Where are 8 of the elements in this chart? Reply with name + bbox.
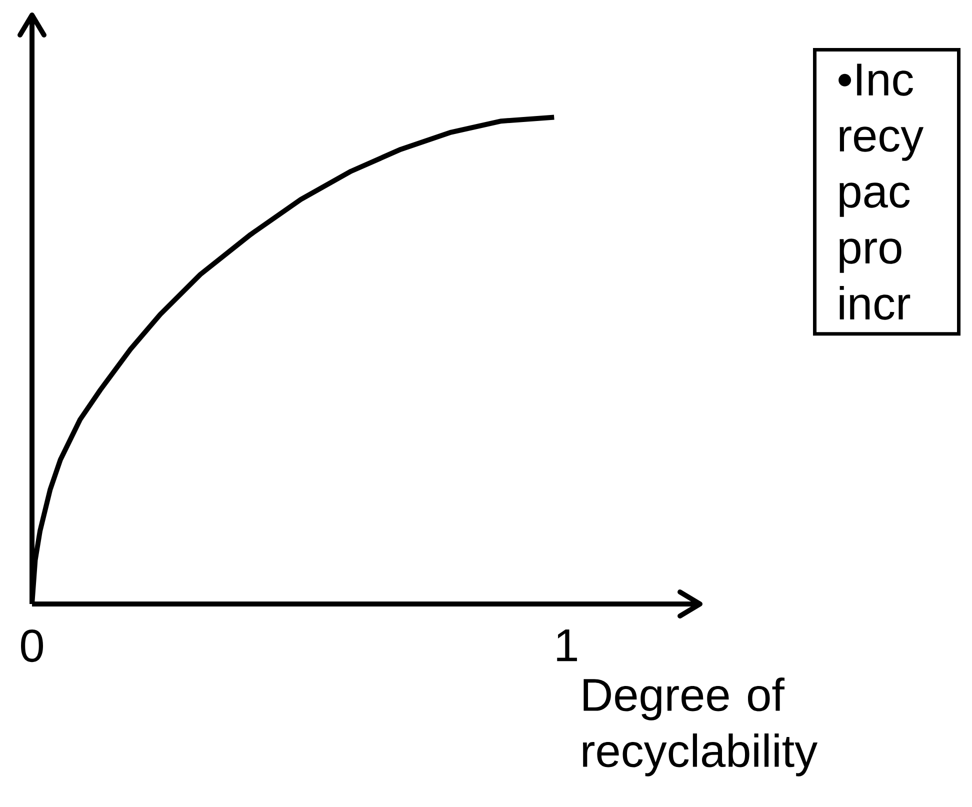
text: recy (840, 126, 924, 161)
text: pro (840, 238, 902, 273)
x-axis-title: Degree of recyclability (582, 678, 818, 776)
text: incr (840, 286, 910, 320)
x-tick-label: 1 (557, 630, 577, 662)
text: •Inc (838, 64, 913, 96)
text: pac (840, 182, 910, 217)
x-tick-label: 0 (21, 630, 43, 662)
